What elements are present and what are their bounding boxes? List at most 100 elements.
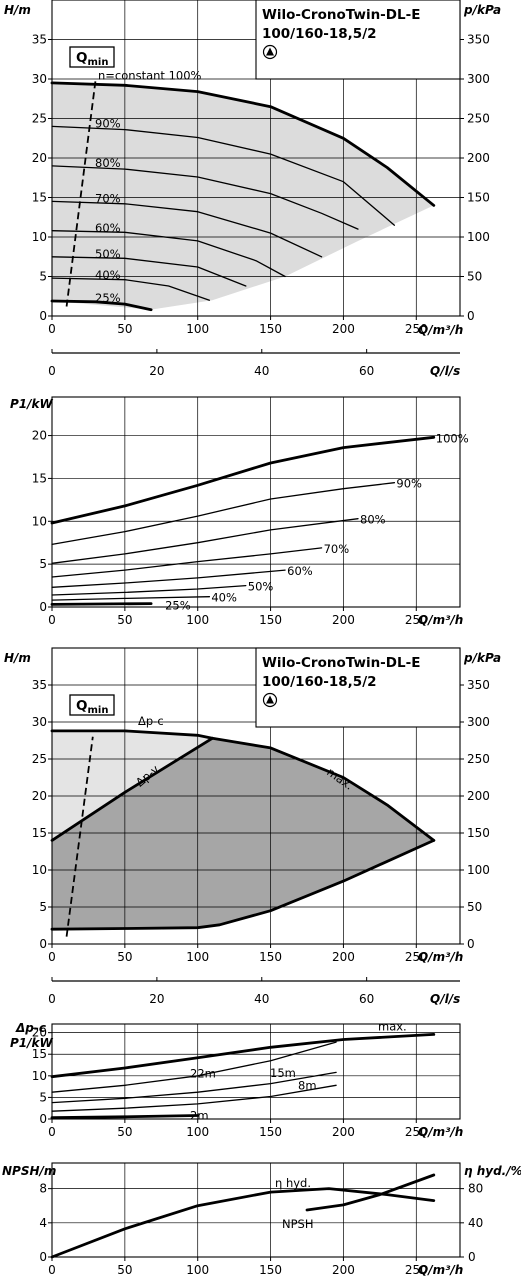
flow-arrow-icon (266, 47, 274, 56)
y-tick-label: 0 (39, 600, 47, 614)
y2-tick-label: 350 (467, 33, 490, 47)
x-axis-label: Q/m³/h (418, 950, 463, 964)
curve-npsh (305, 1173, 436, 1212)
x-tick-label: 100 (186, 1125, 209, 1139)
y-tick-label: 10 (32, 514, 47, 528)
x-tick-label: 200 (332, 1125, 355, 1139)
operating-range-area (52, 82, 434, 310)
y-tick-label: 15 (32, 826, 47, 840)
label-eta-hyd: η hyd. (275, 1176, 311, 1190)
control-power-8m (51, 1084, 337, 1112)
y2-tick-label: 300 (467, 72, 490, 86)
control-power-label-15m: 15m (270, 1066, 296, 1080)
qmin-box (69, 46, 115, 68)
label-dp-c: Δp-c (138, 714, 164, 728)
y2-tick-label: 200 (467, 151, 490, 165)
lps-axis-label: Q/l/s (430, 992, 460, 1006)
title-box (255, 647, 461, 728)
x-tick-label: 150 (259, 1125, 282, 1139)
y-tick-label: 20 (32, 151, 47, 165)
y-tick-label: 0 (39, 937, 47, 951)
y-tick-label: 35 (32, 678, 47, 692)
curve-100 (50, 81, 436, 207)
qmin-line (65, 736, 94, 937)
power-label-25: 25% (165, 599, 191, 613)
curve-label-n-constant: n=constant 100% (98, 68, 202, 82)
y-tick-label: 30 (32, 72, 47, 86)
y-tick-label: 5 (39, 557, 47, 571)
label-npsh: NPSH (282, 1217, 314, 1231)
control-power-label-8m: 8m (298, 1078, 317, 1092)
y-tick-label: 15 (32, 1047, 47, 1061)
lps-tick-label: 40 (254, 364, 269, 378)
head-chart-variable-speed: 90%80%70%60%50%40%25%n=constant 100%Qmin… (4, 0, 501, 337)
y2-tick-label: 350 (467, 678, 490, 692)
head-chart-control-modes: Δp-cΔp-v max.QminWilo-CronoTwin-DL-E100/1… (4, 647, 501, 964)
x-tick-label: 150 (259, 1263, 282, 1277)
y-tick-label: 15 (32, 191, 47, 205)
x-tick-label: 0 (48, 1263, 56, 1277)
y-tick-label: 25 (32, 752, 47, 766)
lps-tick-label: 0 (48, 992, 56, 1006)
y-tick-label: 10 (32, 863, 47, 877)
y2-axis-label: p/kPa (463, 3, 501, 17)
x-tick-label: 250 (405, 1125, 428, 1139)
control-power-label-22m: 22m (190, 1067, 216, 1081)
y-tick-label: 20 (32, 789, 47, 803)
x-tick-label: 0 (48, 613, 56, 627)
y2-tick-label: 0 (467, 309, 475, 323)
curve-40 (51, 277, 211, 301)
y-tick-label: 5 (39, 900, 47, 914)
y-axis-label-line-1: Δp-c (15, 1021, 46, 1035)
curve-60 (51, 230, 286, 278)
x-tick-label: 50 (117, 1263, 132, 1277)
x-tick-label: 250 (405, 1263, 428, 1277)
y2-tick-label: 300 (467, 715, 490, 729)
lps-tick-label: 0 (48, 364, 56, 378)
curve-25 (50, 299, 153, 312)
x-tick-label: 0 (48, 950, 56, 964)
y-tick-label: 0 (39, 1112, 47, 1126)
curve-label-60: 60% (95, 221, 121, 235)
y-tick-label: 25 (32, 112, 47, 126)
lps-tick-label: 60 (359, 992, 374, 1006)
lps-tick-label: 20 (149, 992, 164, 1006)
x-tick-label: 100 (186, 950, 209, 964)
x-tick-label: 100 (186, 322, 209, 336)
x-tick-label: 200 (332, 613, 355, 627)
x-tick-label: 150 (259, 322, 282, 336)
qmin-box (69, 694, 115, 716)
y-tick-label: 4 (39, 1216, 47, 1230)
power-label-60: 60% (287, 564, 313, 578)
y2-tick-label: 40 (468, 1216, 483, 1230)
y2-axis-label: p/kPa (463, 651, 501, 665)
x-axis-label: Q/m³/h (418, 323, 463, 337)
y-tick-label: 10 (32, 230, 47, 244)
control-power-label-2m: 2m (190, 1109, 209, 1123)
y2-axis-label: η hyd./% (464, 1164, 521, 1178)
x-tick-label: 150 (259, 613, 282, 627)
y-tick-label: 20 (32, 1026, 47, 1040)
y-tick-label: 20 (32, 429, 47, 443)
control-power-2m (50, 1114, 200, 1120)
power-curve-60 (51, 569, 286, 588)
y-tick-label: 30 (32, 715, 47, 729)
flow-lps-scale-bottom: 0 20 40 60 Q/l/s (48, 977, 460, 1006)
power-label-50: 50% (248, 580, 274, 594)
y2-tick-label: 100 (467, 863, 490, 877)
y2-tick-label: 80 (468, 1182, 483, 1196)
control-curve-min (50, 839, 436, 931)
power-curve-70 (51, 547, 323, 578)
power-curve-80 (51, 518, 359, 564)
power-label-40: 40% (211, 591, 237, 605)
y2-tick-label: 150 (467, 191, 490, 205)
control-power-label-max: max. (378, 1019, 407, 1033)
power-curve-100 (50, 435, 436, 525)
control-curve-p-v (50, 736, 214, 842)
curve-label-90: 90% (95, 117, 121, 131)
x-tick-label: 100 (186, 613, 209, 627)
x-tick-label: 150 (259, 950, 282, 964)
lps-tick-label: 20 (149, 364, 164, 378)
